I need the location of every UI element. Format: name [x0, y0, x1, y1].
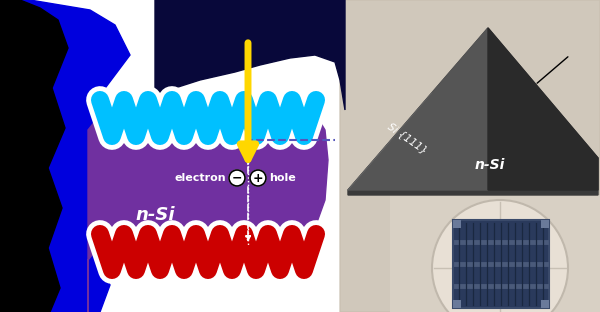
Polygon shape	[340, 0, 600, 312]
Polygon shape	[348, 28, 488, 190]
FancyBboxPatch shape	[541, 220, 549, 228]
Text: Si {111}: Si {111}	[386, 121, 430, 155]
Polygon shape	[88, 112, 328, 312]
Circle shape	[432, 200, 568, 312]
Text: −: −	[232, 172, 242, 184]
Text: electron: electron	[175, 173, 226, 183]
Circle shape	[229, 170, 245, 186]
FancyBboxPatch shape	[390, 195, 600, 312]
Polygon shape	[348, 28, 598, 195]
Polygon shape	[488, 28, 598, 190]
Text: n-Si: n-Si	[135, 206, 175, 224]
Circle shape	[250, 170, 266, 186]
Text: +: +	[253, 172, 263, 184]
FancyBboxPatch shape	[541, 300, 549, 308]
Text: n-Si: n-Si	[475, 158, 505, 172]
FancyBboxPatch shape	[453, 220, 461, 228]
FancyBboxPatch shape	[453, 220, 549, 308]
FancyBboxPatch shape	[453, 300, 461, 308]
Polygon shape	[0, 0, 80, 312]
Polygon shape	[155, 0, 345, 110]
Polygon shape	[0, 0, 130, 312]
Polygon shape	[0, 0, 68, 312]
Text: hole: hole	[269, 173, 296, 183]
